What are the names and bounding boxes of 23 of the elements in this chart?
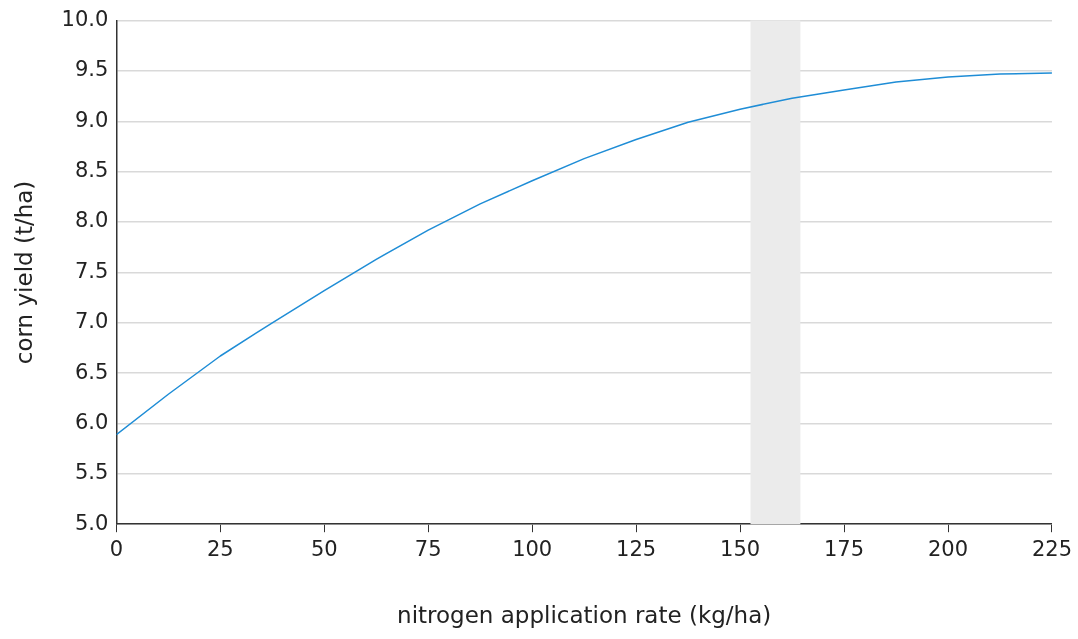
y-tick-label: 9.0 <box>74 107 109 132</box>
x-tick-label: 225 <box>1031 537 1073 562</box>
y-tick-label: 8.0 <box>74 208 109 233</box>
y-tick-label: 7.5 <box>74 258 109 283</box>
y-tick-label: 9.5 <box>74 57 109 82</box>
x-tick-label: 200 <box>927 537 969 562</box>
x-tick-label: 125 <box>616 537 657 562</box>
y-tick-label: 6.0 <box>74 409 109 434</box>
x-tick-label: 0 <box>109 537 124 562</box>
x-tick-label: 150 <box>720 537 761 562</box>
x-tick-label: 50 <box>310 537 338 562</box>
y-tick-label: 5.0 <box>74 510 109 535</box>
x-tick-label: 75 <box>414 537 442 562</box>
x-tick-label: 175 <box>824 537 865 562</box>
y-tick-label: 6.5 <box>74 359 109 384</box>
y-tick-label: 10.0 <box>61 7 109 32</box>
x-tick-label: 25 <box>206 537 234 562</box>
y-axis-title: corn yield (t/ha) <box>10 180 37 365</box>
x-axis-title: nitrogen application rate (kg/ha) <box>397 602 772 629</box>
y-tick-label: 5.5 <box>74 460 109 485</box>
y-tick-label: 7.0 <box>74 309 109 334</box>
x-tick-label: 100 <box>512 537 553 562</box>
y-tick-label: 8.5 <box>74 158 109 183</box>
